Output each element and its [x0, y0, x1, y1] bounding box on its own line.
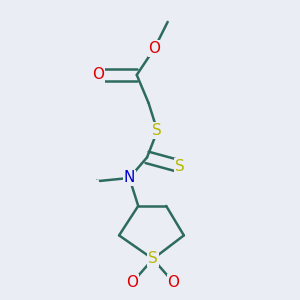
- Text: methyl: methyl: [95, 179, 101, 180]
- Text: O: O: [148, 41, 160, 56]
- Text: O: O: [168, 275, 180, 290]
- Text: O: O: [92, 68, 104, 82]
- Text: S: S: [152, 123, 162, 138]
- Text: N: N: [124, 170, 135, 185]
- Text: O: O: [126, 275, 138, 290]
- Text: S: S: [148, 251, 158, 266]
- Text: S: S: [175, 159, 184, 174]
